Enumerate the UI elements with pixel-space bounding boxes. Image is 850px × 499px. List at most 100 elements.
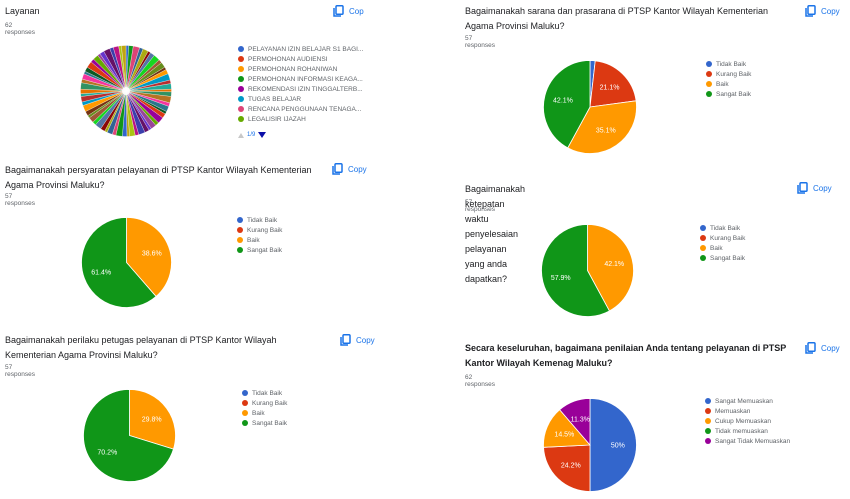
legend-item[interactable]: Tidak Baik — [700, 223, 745, 233]
legend-item[interactable]: RENCANA PENGGUNAAN TENAGA... — [238, 104, 363, 114]
copy-button[interactable]: Copy — [805, 5, 840, 17]
pager-up-icon[interactable] — [238, 132, 244, 138]
pager-down-icon[interactable] — [258, 132, 267, 138]
copy-button[interactable]: Copy — [332, 163, 367, 175]
legend: Tidak Baik Kurang Baik Baik Sangat Baik — [237, 215, 282, 255]
copy-icon — [805, 5, 816, 17]
legend-item[interactable]: Baik — [242, 408, 287, 418]
slice-label: 29.8% — [142, 417, 162, 424]
pie-chart-sarana[interactable]: 21.1% 35.1% 42.1% — [543, 60, 637, 154]
copy-button[interactable]: Copy — [805, 342, 840, 354]
legend-item[interactable]: REKOMENDASI IZIN TINGGALTERB... — [238, 84, 363, 94]
legend-item[interactable]: Sangat Memuaskan — [705, 396, 790, 406]
legend-dot-icon — [700, 235, 706, 241]
legend-item[interactable]: PERMOHONAN AUDIENSI — [238, 54, 363, 64]
legend-dot-icon — [706, 91, 712, 97]
legend-dot-icon — [238, 116, 244, 122]
pie-chart-ketepatan[interactable]: 42.1% 57.9% — [541, 224, 634, 317]
copy-icon — [333, 5, 344, 17]
response-count: 57 responses — [5, 193, 35, 207]
legend-item[interactable]: Sangat Baik — [237, 245, 282, 255]
legend-dot-icon — [242, 410, 248, 416]
legend-label: Sangat Baik — [716, 90, 752, 98]
legend-label: Baik — [252, 409, 265, 417]
pie-slice[interactable] — [126, 217, 172, 298]
pie-slice[interactable] — [81, 217, 157, 308]
legend-item[interactable]: Sangat Baik — [706, 89, 751, 99]
legend-item[interactable]: Tidak Baik — [706, 59, 751, 69]
legend-item[interactable]: Sangat Tidak Memuaskan — [705, 436, 790, 446]
legend-item[interactable]: PERMOHONAN INFORMASI KEAGA... — [238, 74, 363, 84]
pie-slice[interactable] — [121, 45, 127, 92]
legend-item[interactable]: Baik — [237, 235, 282, 245]
legend-item[interactable]: Kurang Baik — [237, 225, 282, 235]
legend-item[interactable]: Memuaskan — [705, 406, 790, 416]
legend-item[interactable]: Cukup Memuaskan — [705, 416, 790, 426]
copy-button[interactable]: Copy — [340, 334, 375, 346]
legend-item[interactable]: Baik — [706, 79, 751, 89]
legend-dot-icon — [237, 247, 243, 253]
pie-slice[interactable] — [129, 389, 176, 450]
slice-label: 11.3% — [571, 416, 590, 423]
pie-chart-perilaku[interactable]: 29.8% 70.2% — [83, 389, 176, 482]
copy-button[interactable]: Cop — [333, 5, 364, 17]
question-title: Bagaimanakah perilaku petugas pelayanan … — [5, 335, 277, 360]
slice-label: 42.1% — [553, 98, 573, 105]
copy-icon — [340, 334, 351, 346]
slice-label: 14.5% — [554, 432, 574, 439]
legend-item[interactable]: LEGALISIR IJAZAH — [238, 114, 363, 124]
legend-dot-icon — [706, 71, 712, 77]
legend-label: Kurang Baik — [252, 399, 288, 407]
legend-item[interactable]: Kurang Baik — [706, 69, 751, 79]
pie-slice[interactable] — [587, 224, 634, 312]
copy-icon — [797, 182, 808, 194]
legend-label: Sangat Baik — [252, 419, 288, 427]
legend-item[interactable]: Sangat Baik — [700, 253, 745, 263]
legend-item[interactable]: Tidak Baik — [237, 215, 282, 225]
legend-label: Kurang Baik — [716, 70, 752, 78]
legend-label: Kurang Baik — [247, 226, 283, 234]
pie-slice[interactable] — [543, 444, 591, 492]
legend-item[interactable]: PERMOHONAN ROHANIWAN — [238, 64, 363, 74]
legend: Tidak Baik Kurang Baik Baik Sangat Baik — [242, 388, 287, 428]
legend-dot-icon — [237, 227, 243, 233]
legend-item[interactable]: Sangat Baik — [242, 418, 287, 428]
pie-chart-layanan[interactable] — [80, 45, 172, 137]
pie-slice[interactable] — [589, 398, 637, 492]
legend-dot-icon — [242, 390, 248, 396]
pie-slice[interactable] — [567, 100, 637, 154]
copy-button[interactable]: Copy — [797, 182, 832, 194]
legend-label: PERMOHONAN INFORMASI KEAGA... — [248, 75, 363, 83]
slice-label: 21.1% — [600, 85, 620, 92]
legend-item[interactable]: Tidak memuaskan — [705, 426, 790, 436]
legend-dot-icon — [700, 255, 706, 261]
legend-item[interactable]: Baik — [700, 243, 745, 253]
legend-dot-icon — [238, 76, 244, 82]
legend-item[interactable]: PELAYANAN IZIN BELAJAR S1 BAGI... — [238, 44, 363, 54]
pie-slice[interactable] — [83, 389, 174, 482]
legend-item[interactable]: Tidak Baik — [242, 388, 287, 398]
pie-chart-keseluruhan[interactable]: 50% 24.2% 14.5% 11.3% — [543, 398, 637, 492]
slice-label: 35.1% — [596, 127, 616, 134]
legend-dot-icon — [238, 46, 244, 52]
pie-slice[interactable] — [541, 224, 610, 317]
copy-label: Cop — [349, 6, 364, 16]
legend-label: Baik — [710, 244, 723, 252]
legend-item[interactable]: Kurang Baik — [242, 398, 287, 408]
legend-label: LEGALISIR IJAZAH — [248, 115, 306, 123]
pie-slice[interactable] — [559, 398, 591, 447]
legend-label: Baik — [716, 80, 729, 88]
legend: Tidak Baik Kurang Baik Baik Sangat Baik — [700, 223, 745, 263]
legend-dot-icon — [705, 438, 711, 444]
legend-label: Tidak Baik — [247, 216, 278, 224]
legend-item[interactable]: TUGAS BELAJAR — [238, 94, 363, 104]
pie-chart-persyaratan[interactable]: 38.6% 61.4% — [81, 217, 172, 308]
response-count: 62 responses — [5, 22, 35, 36]
legend-item[interactable]: Kurang Baik — [700, 233, 745, 243]
legend-dot-icon — [238, 96, 244, 102]
pie-slice[interactable] — [589, 60, 637, 108]
legend-dot-icon — [237, 217, 243, 223]
pie-slice[interactable] — [543, 60, 591, 149]
legend-dot-icon — [700, 245, 706, 251]
slice-label: 24.2% — [561, 463, 581, 470]
